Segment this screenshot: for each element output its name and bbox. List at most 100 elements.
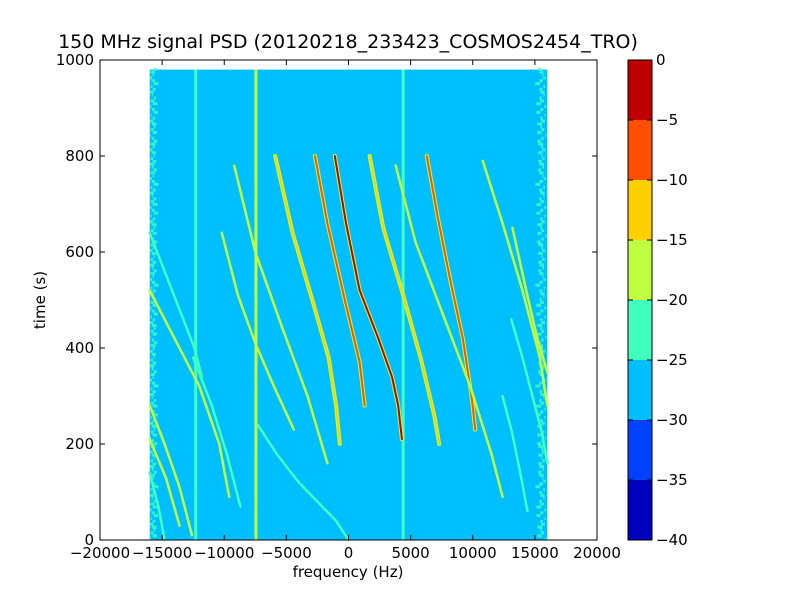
spectrogram-edge-noise — [539, 398, 542, 402]
spectrogram-edge-noise — [537, 139, 541, 143]
spectrogram-edge-noise — [539, 263, 545, 267]
doppler-track — [220, 231, 296, 431]
spectrogram-edge-noise — [152, 375, 154, 379]
spectrogram-edge-noise — [543, 496, 545, 500]
spectrogram-edge-noise — [151, 252, 156, 255]
spectrogram-edge-noise — [543, 295, 545, 299]
spectrogram-edge-noise — [151, 208, 155, 212]
spectrogram-edge-noise — [538, 67, 542, 71]
spectrogram-edge-noise — [538, 462, 542, 466]
spectrogram-edge-noise — [538, 151, 543, 155]
spectrogram-edge-noise — [149, 522, 154, 526]
doppler-track — [368, 155, 441, 445]
spectrogram-edge-noise — [149, 162, 155, 166]
colorbar-tick-label: −15 — [656, 231, 688, 249]
y-tick-label: 0 — [84, 531, 94, 549]
spectrogram-edge-noise — [153, 398, 157, 402]
spectrogram-edge-noise — [540, 326, 543, 330]
doppler-track — [333, 155, 403, 441]
spectrogram-edge-noise — [535, 283, 541, 287]
spectrogram-edge-noise — [152, 404, 158, 408]
spectrogram-edge-noise — [538, 453, 543, 457]
doppler-track — [148, 471, 166, 542]
spectrogram-edge-noise — [539, 162, 545, 166]
spectrogram-edge-noise — [153, 499, 157, 503]
spectrogram-edge-noise — [545, 133, 547, 137]
spectrogram-edge-noise — [541, 531, 545, 535]
x-tick-label: −5000 — [261, 544, 312, 562]
spectrogram-edge-noise — [537, 324, 543, 327]
spectrogram-edge-noise — [153, 485, 159, 489]
spectrogram-edge-noise — [543, 93, 545, 97]
spectrogram-edge-noise — [536, 110, 541, 114]
spectrogram-edge-noise — [536, 203, 542, 207]
spectrogram-edge-noise — [152, 159, 157, 163]
y-axis: 0 200 400 600 800 1000 — [56, 51, 597, 549]
spectrogram-edge-noise — [149, 306, 152, 310]
spectrogram-edge-noise — [153, 514, 158, 518]
spectrogram-edge-noise — [543, 185, 546, 189]
spectrogram-edge-noise — [153, 326, 156, 330]
spectrogram-edge-noise — [149, 450, 153, 454]
doppler-track — [148, 289, 231, 499]
spectrogram-edge-noise — [538, 370, 542, 374]
spectrogram-edge-noise — [539, 298, 542, 302]
spectrogram-edge-noise — [151, 136, 155, 140]
colorbar-band — [628, 60, 652, 120]
doppler-track — [191, 356, 242, 508]
spectrogram-edge-noise — [540, 393, 545, 397]
spectrogram-edge-noise — [149, 119, 154, 123]
spectrogram-edge-noise — [151, 122, 157, 126]
spectrogram-edge-noise — [153, 125, 156, 129]
spectrogram-edge-noise — [539, 171, 544, 175]
spectrogram-edge-noise — [539, 482, 543, 486]
spectrogram-edge-noise — [541, 347, 544, 351]
spectrogram-edge-noise — [153, 413, 158, 417]
spectrogram-edge-noise — [151, 352, 156, 356]
spectrogram-edge-noise — [153, 370, 157, 374]
spectrogram-edge-noise — [539, 289, 543, 293]
spectrogram-edge-noise — [542, 165, 545, 169]
spectrogram-edge-noise — [543, 194, 545, 198]
spectrogram-edge-noise — [151, 424, 157, 428]
x-tick-label: 10000 — [449, 544, 497, 562]
spectrogram-edge-noise — [150, 200, 155, 204]
spectrogram-edge-noise — [536, 505, 542, 509]
spectrogram-edge-noise — [538, 243, 544, 247]
colorbar-tick-label: 0 — [656, 51, 666, 69]
spectrogram-edge-noise — [153, 442, 158, 446]
spectrogram-edge-noise — [151, 309, 155, 313]
spectrogram-edge-noise — [151, 223, 157, 227]
spectrogram-edge-noise — [539, 473, 544, 477]
spectrogram-edge-noise — [540, 217, 543, 221]
spectrogram-edge-noise — [541, 145, 544, 149]
y-tick-label: 1000 — [56, 51, 94, 69]
spectrogram-edge-noise — [537, 240, 541, 244]
spectrogram-edge-noise — [149, 263, 155, 267]
spectrogram-edge-noise — [152, 275, 154, 279]
spectrogram-edge-noise — [149, 249, 153, 253]
spectrogram-edge-noise — [150, 401, 155, 405]
spectrogram-edge-noise — [150, 516, 152, 520]
x-tick-label: −10000 — [194, 544, 254, 562]
spectrogram-edge-noise — [152, 246, 155, 250]
spectrogram-edge-noise — [540, 410, 544, 414]
spectrogram-edge-noise — [153, 254, 155, 258]
doppler-track — [232, 164, 329, 465]
spectrogram-edge-noise — [541, 228, 545, 232]
spectrogram-edge-noise — [150, 257, 154, 261]
colorbar-band — [628, 300, 652, 360]
spectrogram-edge-noise — [545, 234, 547, 238]
spectrogram-edge-noise — [150, 473, 155, 477]
spectrogram-edge-noise — [152, 289, 156, 293]
spectrogram-edge-noise — [542, 174, 544, 178]
spectrogram-edge-noise — [540, 511, 544, 515]
spectrogram-edge-noise — [537, 332, 542, 336]
y-tick-label: 200 — [65, 435, 94, 453]
spectrogram-edge-noise — [540, 116, 543, 120]
spectrogram-edge-noise — [153, 226, 156, 230]
spectrogram-edge-noise — [152, 102, 158, 106]
spectrogram-edge-noise — [541, 128, 545, 132]
spectrogram-edge-noise — [149, 148, 153, 152]
